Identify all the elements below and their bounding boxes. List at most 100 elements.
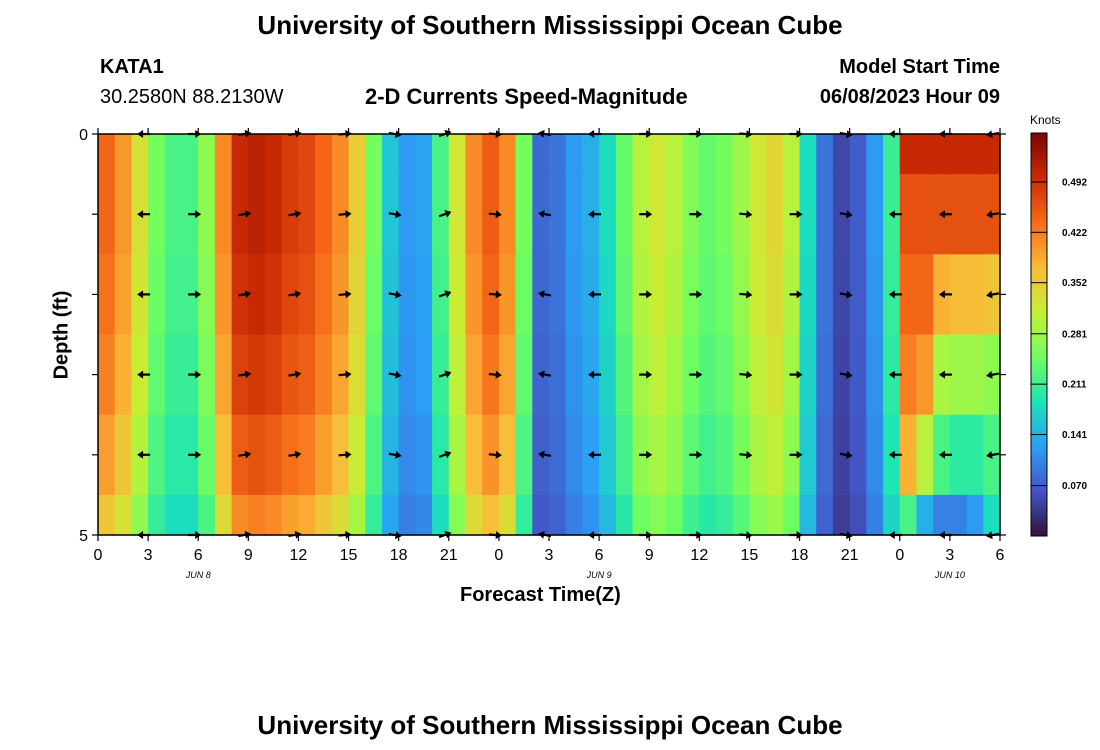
arrow-head (195, 450, 202, 459)
current-arrow (839, 210, 853, 219)
heatmap-cell (749, 174, 767, 255)
current-arrow (388, 370, 402, 379)
heatmap-cell (148, 174, 166, 255)
heatmap-cell (381, 494, 400, 536)
current-arrow (938, 290, 952, 299)
heatmap-cell (599, 414, 617, 496)
heatmap-cell (214, 254, 233, 336)
heatmap-cell (465, 414, 483, 496)
arrow-head (394, 210, 402, 219)
heatmap-cell (966, 254, 984, 336)
heatmap-cell (515, 174, 533, 255)
arrow-head (244, 290, 252, 299)
heatmap-cell (565, 494, 583, 536)
heatmap-cell (949, 134, 968, 175)
arrow-head (444, 210, 452, 218)
arrow-head (495, 290, 502, 299)
current-arrow (588, 210, 602, 219)
heatmap-cell (365, 334, 383, 416)
heatmap-cell (549, 334, 567, 416)
arrow-head (444, 290, 452, 298)
arrow-head (845, 370, 853, 379)
page-title: University of Southern Mississippi Ocean… (257, 10, 843, 40)
heatmap-cell (799, 414, 817, 496)
heatmap-cell (248, 414, 266, 496)
current-arrow (689, 210, 703, 219)
arrow-head (394, 370, 402, 379)
heatmap-cell (749, 334, 767, 416)
heatmap-cell (198, 414, 216, 496)
heatmap-cell (949, 494, 968, 536)
heatmap-cell (315, 174, 333, 255)
arrow-head (746, 290, 753, 299)
arrow-head (986, 451, 993, 459)
arrow-head (444, 450, 452, 459)
arrow-head (938, 290, 945, 299)
heatmap-cell (649, 134, 667, 175)
heatmap-cell (432, 494, 450, 536)
heatmap-cell (298, 494, 316, 536)
heatmap-cell (766, 254, 784, 336)
heatmap-cell (98, 254, 116, 336)
current-arrow (639, 210, 653, 219)
heatmap-cell (899, 334, 918, 416)
heatmap-cell (515, 334, 533, 416)
heatmap-cell (549, 414, 567, 496)
arrow-head (646, 450, 653, 459)
colorbar-tick-label: 0.422 (1062, 228, 1087, 239)
heatmap-cell (498, 494, 517, 536)
current-arrow (986, 451, 1000, 459)
arrow-head (986, 370, 993, 379)
heatmap-cell (298, 134, 316, 175)
heatmap-cell (599, 494, 617, 536)
heatmap-cell (515, 414, 533, 496)
heatmap-cell (348, 414, 366, 496)
heatmap-cell (749, 134, 767, 175)
arrow-head (796, 290, 803, 299)
heatmap-cell (866, 134, 884, 175)
heatmap-cell (198, 494, 216, 536)
arrow-head (746, 210, 753, 219)
heatmap-cell (615, 494, 634, 536)
heatmap-cell (415, 414, 433, 496)
heatmap-cell (398, 494, 416, 536)
heatmap-cell (565, 414, 583, 496)
heatmap-cell (482, 134, 500, 175)
heatmap-cell (665, 134, 684, 175)
heatmap-cell (164, 174, 183, 255)
arrow-head (195, 370, 202, 379)
current-arrow (789, 450, 803, 459)
arrow-head (796, 210, 803, 219)
current-arrow (137, 210, 151, 219)
current-arrow (288, 450, 302, 459)
heatmap-cell (816, 134, 834, 175)
heatmap-cell (365, 494, 383, 536)
arrow-head (986, 290, 993, 299)
heatmap-cell (665, 334, 684, 416)
current-arrow (789, 210, 803, 219)
heatmap-cell (899, 134, 918, 175)
heatmap-cell (832, 134, 851, 175)
current-arrow (488, 290, 502, 299)
current-arrow (986, 210, 1000, 219)
arrow-head (588, 290, 595, 299)
heatmap-cell (198, 254, 216, 336)
current-arrow (588, 450, 602, 459)
heatmap-cell (214, 414, 233, 496)
arrow-head (137, 210, 144, 219)
heatmap-cell (883, 134, 901, 175)
heatmap-cell (699, 494, 717, 536)
heatmap-cell (465, 254, 483, 336)
heatmap-cell (949, 254, 968, 336)
heatmap-cell (832, 494, 851, 536)
heatmap-cell (699, 414, 717, 496)
x-tick-label: 9 (645, 547, 654, 564)
heatmap-cell (665, 174, 684, 255)
arrow-head (696, 450, 703, 459)
heatmap-cell (866, 494, 884, 536)
heatmap-cell (699, 254, 717, 336)
heatmap-cell (432, 254, 450, 336)
heatmap-cell (983, 494, 1001, 536)
current-arrow (639, 370, 653, 379)
